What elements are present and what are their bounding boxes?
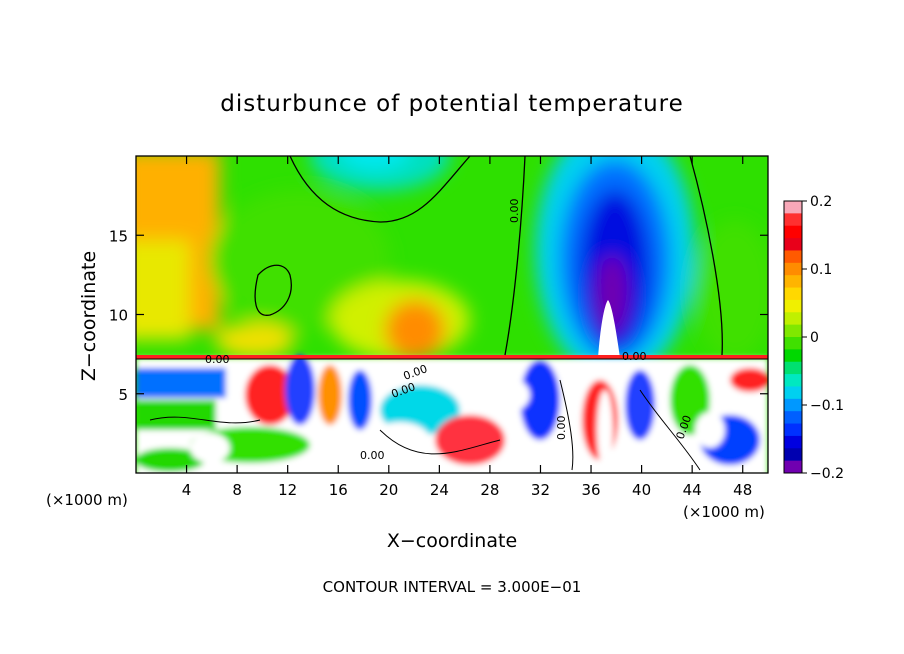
lower-blue-d [625,370,655,440]
colorbar-swatch [784,423,802,437]
colorbar-swatch [784,386,802,400]
x-tick-label: 12 [278,481,297,499]
x-axis-label: X−coordinate [387,530,517,552]
colorbar-tick-label: 0.1 [810,262,832,278]
lower-blue-band [136,368,226,398]
x-tick-label: 36 [581,481,600,499]
y-axis-label: Z−coordinate [78,251,100,381]
x-tick-label: 4 [182,481,192,499]
contour-label: 0.00 [555,416,568,441]
lower-blue-b [348,370,372,430]
lower-red-d [730,368,768,392]
lower-blue-a [285,355,315,425]
contour-label: 0.00 [508,199,521,224]
lower-green-c [136,448,205,472]
contour-label-group: 0.00 0.00 0.00 0.00 0.00 0.00 0.00 0.00 [205,199,694,463]
x-tick-label: 16 [329,481,348,499]
colorbar-swatch [784,287,802,301]
colorbar-swatch [784,337,802,350]
colorbar [783,200,803,474]
x-tick-label: 8 [232,481,242,499]
zero-contour-lower [149,379,701,471]
interface-band [136,355,768,359]
colorbar-tick-label: 0.2 [810,194,832,210]
colorbar-swatch [784,448,802,462]
field-cyan-top [310,156,450,191]
x-unit-left: (×1000 m) [46,491,128,509]
colorbar-swatch [784,213,802,227]
lower-white-c [597,390,613,470]
field-orange-mid [385,300,445,360]
colorbar-swatch [784,225,802,239]
lower-orange-a [318,365,342,425]
y-tick-label: 10 [109,307,128,325]
colorbar-swatch [784,435,802,449]
colorbar-swatch [784,275,802,289]
lower-white-b [370,422,430,458]
contour-label: 0.00 [360,449,385,462]
lower-white-d [470,375,530,415]
plot-area [136,156,768,473]
colorbar-swatch [784,349,802,363]
field-warm-left-edge [136,240,190,340]
x-tick-label: 28 [480,481,499,499]
lower-red-b [435,415,505,465]
x-tick-label: 24 [430,481,449,499]
chart-title: disturbunce of potential temperature [220,91,684,117]
colorbar-swatch [784,324,802,338]
y-axis: 5 10 15 [109,227,768,404]
y-tick-label: 5 [118,386,128,404]
colorbar-swatch [784,201,802,214]
white-plume [598,300,620,358]
colorbar-swatch [784,460,802,474]
colorbar-swatch [784,398,802,412]
x-axis: 4 8 12 16 20 24 28 32 36 40 44 48 [182,156,752,499]
lower-red-a [245,365,295,425]
colorbar-swatch [784,361,802,375]
x-tick-label: 44 [683,481,702,499]
colorbar-swatch [784,262,802,276]
x-tick-label: 40 [632,481,651,499]
zero-contour-loop [254,264,292,316]
lower-blue-c [520,360,560,440]
field-cyan-core [341,156,409,170]
lower-green-band [136,400,216,430]
x-unit-right: (×1000 m) [683,503,765,521]
contour-interval-text: CONTOUR INTERVAL = 3.000E−01 [323,578,582,596]
lower-field [136,355,768,473]
colorbar-swatch [784,238,802,251]
contour-label: 0.00 [622,350,647,363]
field-green-right [695,220,768,360]
x-tick-label: 32 [531,481,550,499]
lower-white-e [695,412,725,448]
y-tick-label: 15 [109,227,128,245]
colorbar-tick-label: −0.1 [810,398,844,414]
colorbar-swatch [784,250,802,264]
field-orange-left [215,322,295,358]
zero-contour-top [289,156,471,223]
colorbar-labels: 0.2 0.1 0 −0.1 −0.2 [802,194,844,482]
colorbar-swatch [784,299,802,313]
colorbar-tick-label: 0 [810,330,819,346]
lower-white-a [190,433,230,463]
zero-contour-right [504,156,723,356]
colorbar-swatch [784,374,802,387]
colorbar-tick-label: −0.2 [810,466,844,482]
x-tick-label: 48 [733,481,752,499]
contour-label: 0.00 [205,353,230,366]
x-tick-label: 20 [379,481,398,499]
colorbar-swatch [784,411,802,425]
colorbar-swatch [784,312,802,326]
